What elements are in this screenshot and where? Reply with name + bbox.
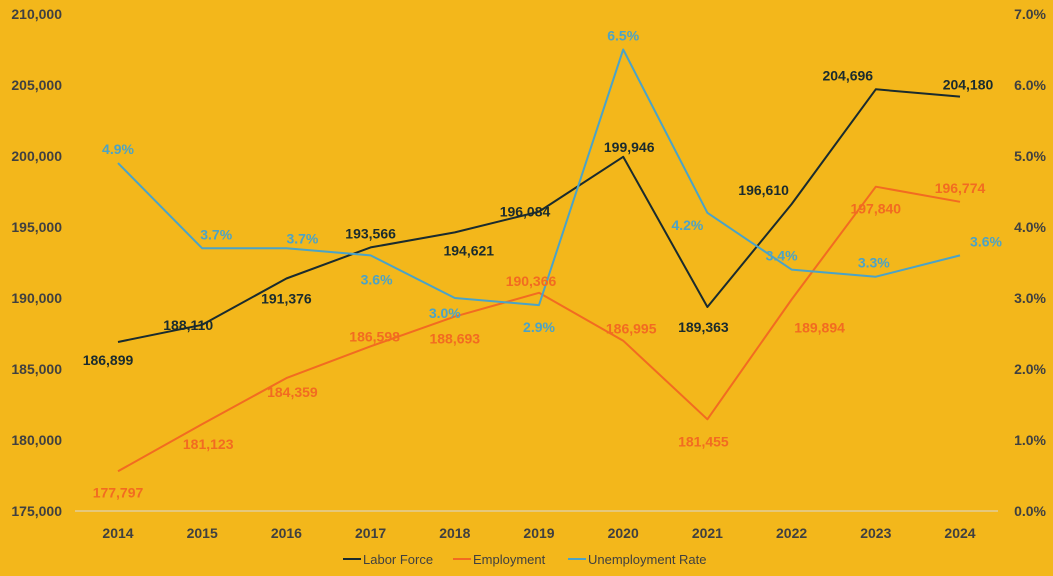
employment-data-label: 186,995 [606,321,657,337]
x-tick-label: 2019 [523,525,554,541]
data-labels: 186,899 188,110 191,376 193,566 194,621 196,0… [83,28,1003,501]
labor-force-data-label: 191,376 [261,290,312,306]
y-right-tick-label: 4.0% [1014,219,1046,235]
unemployment-rate-line [117,48,961,307]
y-left-tick-label: 200,000 [11,148,62,164]
employment-data-label: 186,598 [349,328,400,344]
unemployment-rate-data-label: 3.7% [286,230,318,246]
y-left-tick-label: 210,000 [11,6,62,22]
series-lines [117,48,961,473]
legend-label-labor-force: Labor Force [363,552,433,567]
y-right-tick-label: 5.0% [1014,148,1046,164]
employment-data-label: 181,455 [678,433,729,449]
labor-force-data-label: 194,621 [443,242,494,258]
y-left-tick-label: 185,000 [11,361,62,377]
y-axis-right: 0.0% 1.0% 2.0% 3.0% 4.0% 5.0% 6.0% 7.0% [1014,6,1046,519]
employment-data-label: 189,894 [794,320,845,336]
x-tick-label: 2021 [692,525,723,541]
y-right-tick-label: 6.0% [1014,77,1046,93]
y-left-tick-label: 190,000 [11,290,62,306]
unemployment-rate-data-label: 3.4% [766,248,798,264]
unemployment-rate-data-label: 2.9% [523,319,555,335]
employment-data-label: 196,774 [935,180,986,196]
y-right-tick-label: 0.0% [1014,503,1046,519]
x-tick-label: 2018 [439,525,470,541]
y-left-tick-label: 180,000 [11,432,62,448]
x-tick-label: 2014 [102,525,133,541]
x-tick-label: 2022 [776,525,807,541]
unemployment-rate-data-label: 6.5% [607,28,639,44]
unemployment-rate-data-label: 4.9% [102,141,134,157]
labor-force-data-label: 189,363 [678,319,729,335]
employment-data-label: 188,693 [429,331,480,347]
legend-label-unemployment-rate: Unemployment Rate [588,552,707,567]
employment-data-label: 177,797 [93,484,144,500]
y-right-tick-label: 7.0% [1014,6,1046,22]
x-tick-label: 2020 [608,525,639,541]
y-axis-left: 175,000 180,000 185,000 190,000 195,000 200,0… [11,6,62,519]
x-tick-label: 2017 [355,525,386,541]
x-tick-label: 2015 [187,525,218,541]
labor-force-data-label: 204,696 [822,67,873,83]
y-right-tick-label: 1.0% [1014,432,1046,448]
labor-force-data-label: 196,610 [738,182,789,198]
unemployment-rate-data-label: 3.3% [858,255,890,271]
y-left-tick-label: 205,000 [11,77,62,93]
employment-data-label: 181,123 [183,436,234,452]
y-right-tick-label: 2.0% [1014,361,1046,377]
unemployment-rate-data-label: 3.6% [361,271,393,287]
x-tick-label: 2016 [271,525,302,541]
labor-force-data-label: 188,110 [163,317,213,333]
y-left-tick-label: 195,000 [11,219,62,235]
x-tick-label: 2024 [944,525,975,541]
legend: Labor Force Employment Unemployment Rate [343,552,707,567]
employment-data-label: 190,366 [506,273,557,289]
unemployment-rate-data-label: 3.0% [429,305,461,321]
employment-data-label: 197,840 [850,201,901,217]
labor-force-data-label: 193,566 [345,225,396,241]
labor-force-data-label: 204,180 [943,77,994,93]
labor-force-data-label: 186,899 [83,352,134,368]
employment-data-label: 184,359 [267,384,318,400]
unemployment-rate-data-label: 3.7% [200,226,232,242]
x-axis: 2014 2015 2016 2017 2018 2019 2020 2021 2022 2023… [102,525,975,541]
y-left-tick-label: 175,000 [11,503,62,519]
x-tick-label: 2023 [860,525,891,541]
labor-force-data-label: 199,946 [604,139,655,155]
labor-force-data-label: 196,084 [500,204,551,220]
legend-label-employment: Employment [473,552,546,567]
y-right-tick-label: 3.0% [1014,290,1046,306]
unemployment-rate-data-label: 4.2% [671,217,703,233]
unemployment-rate-data-label: 3.6% [970,233,1002,249]
